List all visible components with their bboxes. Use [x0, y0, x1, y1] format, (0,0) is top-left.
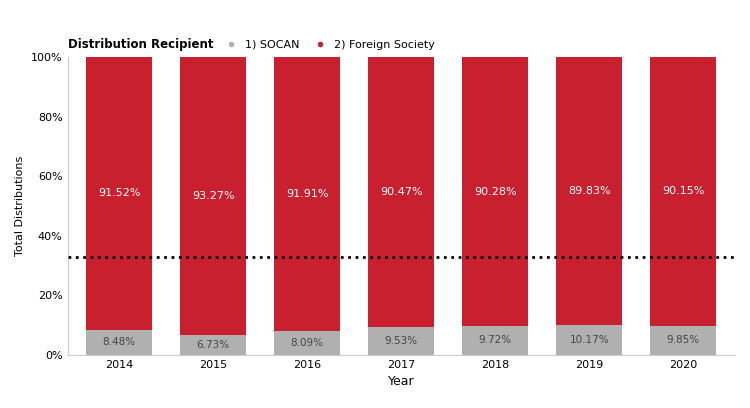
Bar — [462, 57, 528, 326]
Text: 91.91%: 91.91% — [286, 189, 328, 199]
Text: 9.85%: 9.85% — [667, 335, 700, 345]
Text: 10.17%: 10.17% — [569, 335, 609, 345]
Bar — [556, 57, 622, 325]
Bar — [180, 57, 246, 335]
Text: 90.47%: 90.47% — [380, 187, 422, 197]
Text: 9.53%: 9.53% — [385, 336, 418, 346]
Text: 90.28%: 90.28% — [474, 186, 517, 197]
Text: Distribution Recipient: Distribution Recipient — [68, 38, 213, 51]
Legend: 1) SOCAN, 2) Foreign Society: 1) SOCAN, 2) Foreign Society — [220, 40, 435, 50]
Bar — [180, 335, 246, 355]
Bar — [274, 57, 340, 331]
Text: 91.52%: 91.52% — [98, 188, 140, 198]
Bar — [650, 326, 716, 355]
Text: 90.15%: 90.15% — [662, 186, 704, 196]
Bar — [274, 331, 340, 355]
Bar — [650, 57, 716, 326]
Text: 9.72%: 9.72% — [478, 335, 512, 346]
Text: 93.27%: 93.27% — [192, 191, 235, 201]
Bar — [556, 325, 622, 355]
Text: Digital Media: Distributions to SOCAN Writers and Foreign Society Writers: Digital Media: Distributions to SOCAN Wr… — [6, 12, 564, 25]
Text: 8.48%: 8.48% — [103, 337, 136, 347]
Bar — [368, 326, 434, 355]
Text: 8.09%: 8.09% — [291, 338, 324, 348]
Text: 6.73%: 6.73% — [196, 340, 230, 350]
Y-axis label: Total Distributions: Total Distributions — [16, 156, 26, 256]
Bar — [86, 57, 152, 330]
Bar — [86, 330, 152, 355]
Bar — [462, 326, 528, 355]
X-axis label: Year: Year — [388, 375, 415, 388]
Bar — [368, 57, 434, 326]
Text: 89.83%: 89.83% — [568, 186, 610, 196]
